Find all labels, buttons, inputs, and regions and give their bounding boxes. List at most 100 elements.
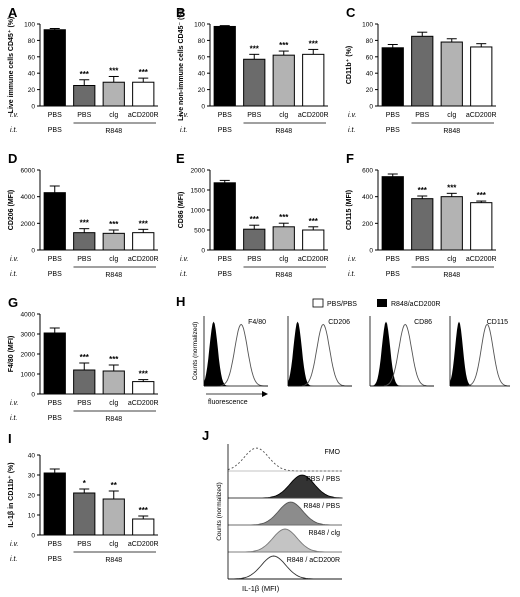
x-tick-label: clg <box>279 112 288 119</box>
bar <box>440 196 463 251</box>
j-y-axis-label: Counts (normalized) <box>216 482 223 541</box>
j-track-1: PBS / PBS <box>228 474 343 499</box>
y-tick-label: 20 <box>28 87 36 94</box>
x-tick-label: PBS <box>386 112 400 119</box>
it-r848-label: R848 <box>105 128 122 135</box>
y-tick-label: 0 <box>31 392 35 399</box>
bar-panel-b: B 0 20 40 60 80 100 Live non-immune cells CD45⁻… <box>176 5 329 135</box>
bar <box>272 226 295 251</box>
y-tick-label: 600 <box>362 168 373 175</box>
panel-letter: B <box>176 5 185 20</box>
it-r848-label: R848 <box>275 128 292 135</box>
legend-swatch-dark <box>377 299 387 307</box>
significance-mark: *** <box>139 68 149 77</box>
significance-mark: *** <box>250 215 260 224</box>
y-tick-label: 100 <box>362 22 373 29</box>
x-tick-label: PBS <box>48 400 62 407</box>
significance-mark: * <box>83 479 87 488</box>
iv-row-label: i.v. <box>348 112 356 119</box>
legend-swatch-open <box>312 298 324 308</box>
panel-letter: D <box>8 151 17 166</box>
bar <box>243 58 266 107</box>
it-pbs-label: PBS <box>218 127 232 134</box>
significance-mark: *** <box>109 355 119 364</box>
it-r848-label: R848 <box>105 272 122 279</box>
bar <box>73 85 96 107</box>
histogram-label: CD86 <box>414 319 432 326</box>
x-tick-label: aCD200R <box>128 400 159 407</box>
y-tick-label: 500 <box>194 228 205 235</box>
histogram-3: CD115 <box>449 316 511 387</box>
y-axis-label: IL-1β in CD11b⁺ (%) <box>7 462 15 527</box>
panel-letter: I <box>8 431 12 446</box>
histogram-1: CD206 <box>287 316 352 387</box>
x-tick-label: PBS <box>48 112 62 119</box>
significance-mark: *** <box>80 219 90 228</box>
bar <box>102 81 125 107</box>
j-track-3: R848 / clg <box>228 528 342 553</box>
x-tick-label: PBS <box>386 256 400 263</box>
bar-panel-a: A 0 20 40 60 80 100 Live immune cells CD45⁺ (%)… <box>7 5 159 135</box>
x-tick-label: PBS <box>48 256 62 263</box>
x-tick-label: aCD200R <box>298 112 329 119</box>
y-tick-label: 20 <box>366 87 374 94</box>
j-histogram <box>227 447 342 472</box>
y-tick-label: 30 <box>28 473 36 480</box>
histogram-fill <box>204 321 268 386</box>
y-tick-label: 10 <box>28 513 36 520</box>
x-tick-label: clg <box>109 541 118 548</box>
bar <box>102 232 125 251</box>
y-tick-label: 0 <box>369 104 373 111</box>
x-tick-label: aCD200R <box>466 256 497 263</box>
significance-mark: *** <box>447 183 457 192</box>
x-tick-label: PBS <box>218 112 232 119</box>
bar <box>73 369 96 395</box>
bar <box>132 232 155 251</box>
h-x-axis-label: fluorescence <box>208 399 248 406</box>
iv-row-label: i.v. <box>180 112 188 119</box>
panel-letter: C <box>346 5 356 20</box>
it-pbs-label: PBS <box>48 271 62 278</box>
y-axis-label: CD11b⁺ (%) <box>345 46 353 84</box>
y-axis-label: CD115 (MFI) <box>346 190 353 230</box>
it-pbs-label: PBS <box>218 271 232 278</box>
bar <box>302 229 325 251</box>
j-track-4: R848 / aCD200R <box>228 555 342 580</box>
iv-row-label: i.v. <box>180 256 188 263</box>
bar <box>272 54 295 107</box>
y-tick-label: 2000 <box>21 221 36 228</box>
x-tick-label: aCD200R <box>128 256 159 263</box>
bar <box>243 228 266 251</box>
bar <box>43 192 66 251</box>
histogram-0: F4/80 <box>203 316 268 387</box>
j-track-label: R848 / clg <box>308 530 340 537</box>
y-tick-label: 2000 <box>21 352 36 359</box>
y-tick-label: 200 <box>362 221 373 228</box>
y-tick-label: 80 <box>366 38 374 45</box>
bar <box>470 202 493 251</box>
bar <box>43 332 66 395</box>
panel-letter: F <box>346 151 354 166</box>
y-tick-label: 20 <box>28 493 36 500</box>
y-tick-label: 80 <box>198 38 206 45</box>
bar <box>381 176 404 251</box>
significance-mark: *** <box>109 66 119 75</box>
it-r848-label: R848 <box>443 272 460 279</box>
significance-mark: *** <box>309 39 319 48</box>
x-tick-label: PBS <box>415 112 429 119</box>
x-tick-label: clg <box>447 112 456 119</box>
x-tick-label: aCD200R <box>128 541 159 548</box>
y-tick-label: 0 <box>31 533 35 540</box>
y-tick-label: 4000 <box>21 312 36 319</box>
y-tick-label: 4000 <box>21 194 36 201</box>
iv-row-label: i.v. <box>10 400 18 407</box>
y-tick-label: 40 <box>28 71 36 78</box>
it-pbs-label: PBS <box>48 415 62 422</box>
y-tick-label: 60 <box>28 54 36 61</box>
bar <box>381 47 404 107</box>
j-x-axis-label: IL-1β (MFI) <box>242 584 280 593</box>
j-track-0: FMO <box>227 447 342 472</box>
significance-mark: *** <box>139 370 149 379</box>
panel-letter: G <box>8 295 18 310</box>
y-tick-label: 100 <box>24 22 35 29</box>
